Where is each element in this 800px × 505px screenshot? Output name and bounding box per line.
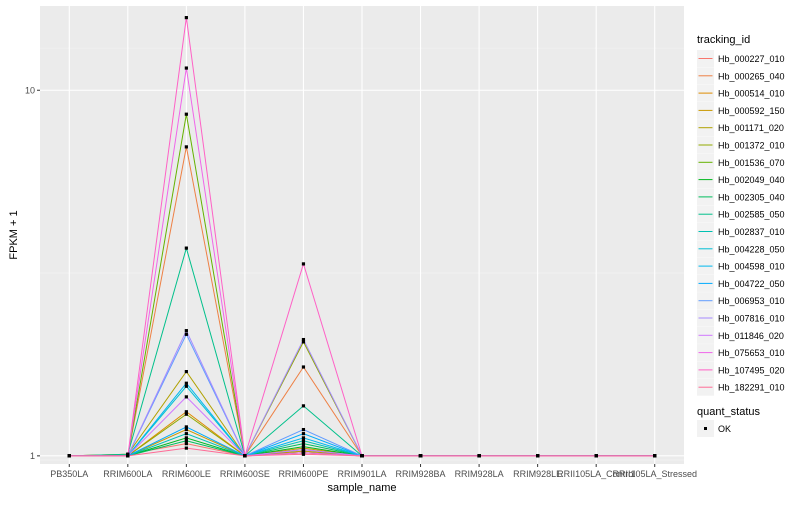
data-point [184,246,188,250]
x-tick-label: RRIM600LE [162,469,211,479]
legend-shape-title: quant_status [697,406,760,418]
data-point [184,381,188,385]
legend-label: Hb_006953_010 [718,296,785,306]
data-point [184,145,188,149]
data-point [301,452,306,456]
data-point [477,454,481,458]
x-tick-label: RRIM928LE [513,469,562,479]
x-tick-label: PB350LA [50,469,88,479]
data-point [301,439,306,443]
legend-label: Hb_002837_010 [718,227,785,237]
x-tick-label: RRIM928LA [455,469,504,479]
data-point [184,427,188,432]
legend-label: Hb_001171_020 [718,123,784,133]
data-point [184,432,188,436]
data-point [67,454,71,458]
x-tick-label: RRIM600PE [278,469,328,479]
data-point [184,16,188,20]
y-tick-label: 10 [25,85,35,95]
legend-label: Hb_002585_050 [718,210,785,220]
x-tick-label: RRIM928BA [396,469,446,479]
data-point [301,448,306,452]
points-layer [67,16,657,458]
data-point [184,439,188,443]
legend-label: Hb_000227_010 [718,54,785,64]
x-tick-label: RRIM901LA [337,469,386,479]
data-point [301,442,306,446]
data-point [301,365,306,369]
axis-layer: 1 10 PB350LA RRIM600LA RRIM600LE RRIM600SE RRI… [25,85,697,479]
legend-label: Hb_001372_010 [718,141,785,151]
legend-shape-label: OK [718,424,731,434]
data-point [301,436,306,440]
legend-shape-marker [704,427,707,430]
legend-label: Hb_004598_010 [718,262,785,272]
data-point [184,442,188,446]
x-axis-title: sample_name [327,482,396,494]
data-point [184,332,188,336]
legend-label: Hb_182291_010 [718,383,785,393]
legend-label: Hb_000592_150 [718,106,785,116]
legend-label: Hb_075653_010 [718,348,785,358]
data-point [184,66,188,70]
data-point [301,340,306,344]
x-tick-label: RRIM600LA [103,469,152,479]
data-point [184,384,188,388]
data-point [594,454,598,458]
data-point [184,329,188,333]
legend-label: Hb_107495_020 [718,365,785,375]
legend: tracking_id Hb_000227_010Hb_000265_040Hb… [697,34,785,437]
legend-label: Hb_004722_050 [718,279,785,289]
legend-items: Hb_000227_010 Hb_000265_040 Hb_000514_010 H… [697,50,785,396]
x-tick-label: RRIM600SE [220,469,270,479]
legend-label: Hb_004228_050 [718,244,785,254]
data-point [653,454,657,458]
data-point [126,454,130,458]
legend-label: Hb_007816_010 [718,314,785,324]
x-tick-label: RRII105LA_Control [557,469,635,479]
data-point [184,410,188,414]
data-point [301,427,306,432]
data-point [301,404,306,408]
data-point [301,262,306,266]
data-point [301,432,306,436]
data-point [184,436,188,440]
y-tick-label: 1 [30,451,35,461]
legend-label: Hb_000514_010 [718,89,785,99]
legend-label: Hb_011846_020 [718,331,784,341]
data-point [360,454,364,458]
legend-label: Hb_001536_070 [718,158,785,168]
data-point [184,446,188,450]
data-point [301,337,306,342]
legend-title: tracking_id [697,34,750,46]
data-point [243,454,247,458]
legend-label: Hb_000265_040 [718,71,785,81]
data-point [184,412,188,416]
data-point [536,454,540,458]
legend-label: Hb_002305_040 [718,192,785,202]
data-point [301,445,306,449]
y-axis-title: FPKM + 1 [8,210,20,259]
data-point [184,395,188,399]
data-point [184,370,188,374]
data-point [184,112,188,116]
data-point [418,454,423,458]
legend-label: Hb_002049_040 [718,175,785,185]
x-tick-label: RRII105LA_Stressed [612,469,697,479]
data-point [184,425,188,429]
